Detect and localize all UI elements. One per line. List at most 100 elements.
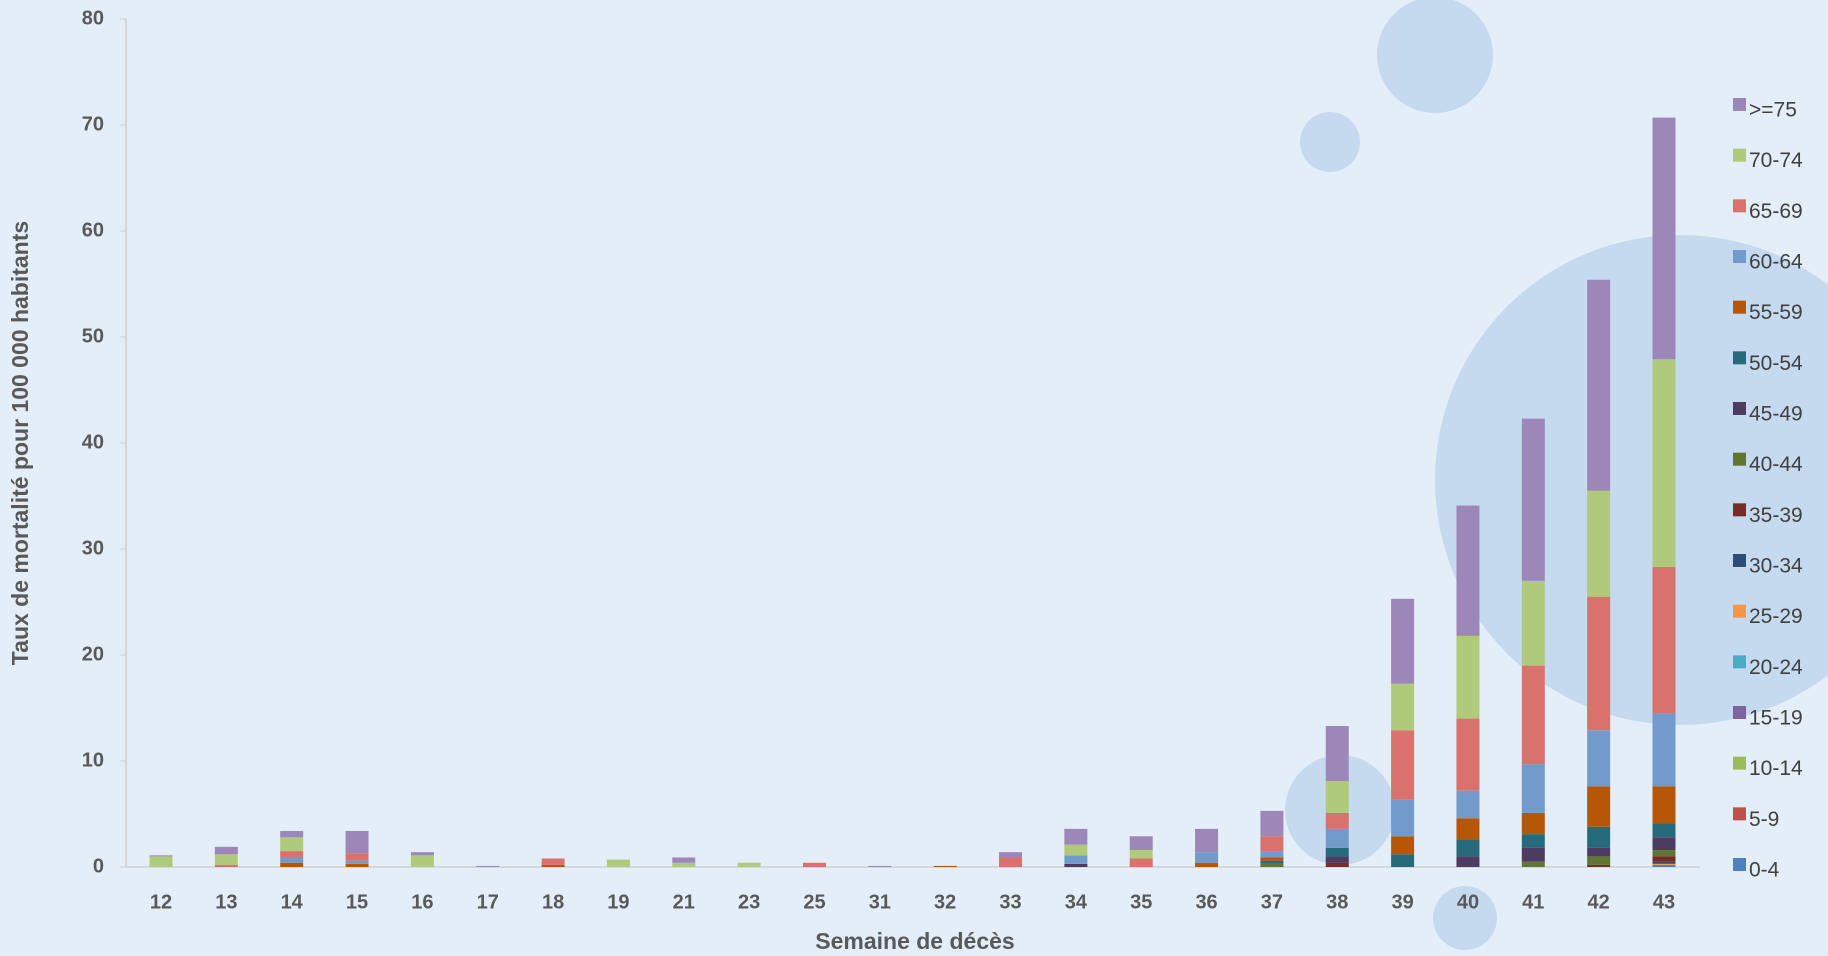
x-tick-label: 40 (1457, 891, 1479, 913)
legend-label: 65-69 (1749, 200, 1803, 223)
bar-segment (1391, 799, 1415, 837)
x-tick-label: 31 (869, 891, 891, 913)
x-tick-label: 35 (1130, 891, 1152, 913)
bar-segment (541, 864, 565, 867)
bar-segment (1652, 359, 1676, 568)
x-tick-label: 12 (150, 891, 172, 913)
x-tick-label: 38 (1326, 891, 1348, 913)
bar-segment (606, 859, 630, 867)
bar-segment (1391, 683, 1415, 731)
x-tick-label: 19 (607, 891, 629, 913)
bar-segment (1195, 852, 1219, 863)
bar-segment (476, 865, 500, 867)
bar-segment (345, 860, 369, 864)
bar-segment (1521, 834, 1545, 848)
y-tick-label: 60 (82, 219, 104, 241)
legend-label: 20-24 (1749, 656, 1803, 679)
legend-swatch (1733, 756, 1746, 770)
bar-segment (1391, 730, 1415, 800)
y-tick-label: 80 (82, 7, 104, 29)
bar-segment (1260, 863, 1284, 867)
x-tick-label: 41 (1522, 891, 1544, 913)
bar-segment (1521, 665, 1545, 765)
x-tick-label: 36 (1195, 891, 1217, 913)
bar-segment (933, 865, 957, 867)
bar-segment (1456, 505, 1480, 636)
x-tick-label: 37 (1261, 891, 1283, 913)
legend-label: 55-59 (1749, 301, 1803, 324)
legend-label: 5-9 (1749, 808, 1779, 831)
x-tick-label: 25 (803, 891, 825, 913)
bar-segment (1325, 862, 1349, 867)
bar-segment (1652, 117, 1676, 360)
bar-segment (1587, 856, 1611, 865)
bar-segment (1521, 847, 1545, 862)
bar-segment (1064, 855, 1088, 864)
x-tick-label: 23 (738, 891, 760, 913)
legend-swatch (1733, 503, 1746, 517)
bar-segment (737, 862, 761, 867)
y-tick-label: 20 (82, 643, 104, 665)
bar-segment (1456, 839, 1480, 857)
y-tick-label: 40 (82, 431, 104, 453)
legend-label: 40-44 (1749, 453, 1803, 476)
legend-swatch (1733, 402, 1746, 415)
x-tick-label: 15 (346, 891, 368, 913)
bar-segment (1587, 864, 1611, 867)
bar-segment (1260, 851, 1284, 858)
bar-segment (1129, 850, 1153, 859)
bar-segment (1652, 567, 1676, 714)
bar-segment (1587, 826, 1611, 848)
bar-segment (1587, 490, 1611, 597)
bar-segment (1325, 847, 1349, 857)
bar-segment (280, 837, 304, 852)
y-tick-label: 50 (82, 325, 104, 347)
bar-segment (1652, 865, 1676, 867)
legend-label: 25-29 (1749, 605, 1803, 628)
legend-swatch (1733, 655, 1746, 669)
legend-label: 0-4 (1749, 859, 1780, 882)
x-tick-label: 18 (542, 891, 564, 913)
bar-segment (280, 857, 304, 863)
bar-segment (1064, 863, 1088, 867)
bar-segment (541, 858, 565, 865)
x-tick-label: 13 (215, 891, 237, 913)
bar-segment (1325, 726, 1349, 782)
legend-swatch (1733, 554, 1746, 567)
bar-segment (1129, 858, 1153, 867)
x-tick-label: 21 (673, 891, 695, 913)
bar-segment (280, 851, 304, 858)
bar-segment (1587, 596, 1611, 731)
bar-segment (1652, 786, 1676, 824)
bar-segment (214, 854, 238, 865)
bar-segment (1260, 810, 1284, 837)
bar-segment (1587, 847, 1611, 857)
legend-label: 70-74 (1749, 149, 1803, 172)
legend-label: 50-54 (1749, 352, 1803, 375)
bar-segment (345, 830, 369, 854)
bar-segment (1456, 790, 1480, 819)
legend-label: 60-64 (1749, 251, 1803, 274)
legend-label: 30-34 (1749, 555, 1803, 578)
legend-swatch (1733, 858, 1746, 871)
bar-segment (1521, 764, 1545, 813)
bar-segment (214, 864, 238, 867)
bar-segment (1521, 418, 1545, 581)
bar-segment (214, 846, 238, 855)
bar-segment (802, 862, 826, 867)
bar-segment (1456, 635, 1480, 719)
bar-segment (1325, 828, 1349, 848)
bar-segment (1456, 818, 1480, 840)
y-tick-label: 30 (82, 537, 104, 559)
bar-segment (149, 856, 173, 867)
bar-segment (999, 852, 1023, 858)
bar-segment (1587, 786, 1611, 827)
y-tick-label: 70 (82, 113, 104, 135)
legend-swatch (1733, 148, 1746, 162)
bar-segment (1260, 836, 1284, 852)
virus-decoration (1285, 0, 1828, 950)
bar-segment (1064, 844, 1088, 856)
bar-segment (1521, 861, 1545, 867)
legend-label: >=75 (1749, 99, 1797, 122)
